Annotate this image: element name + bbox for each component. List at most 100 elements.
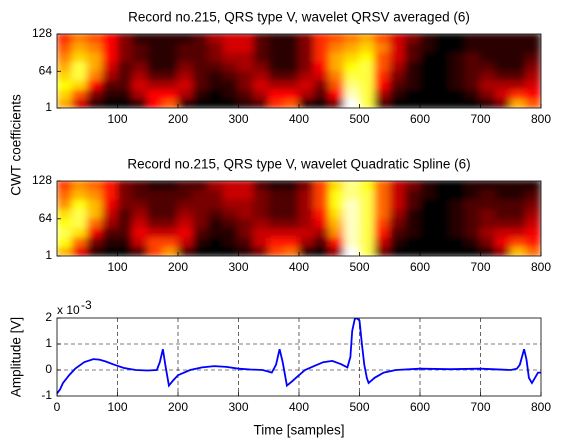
x-tick-label: 700: [470, 112, 490, 126]
heatmap-cell: [389, 98, 406, 108]
y-multiplier: x 10: [57, 303, 80, 317]
heatmap-cell: [298, 51, 315, 62]
heatmap-cell: [222, 181, 239, 191]
heatmap-cell: [419, 227, 436, 238]
heatmap-cell: [404, 246, 421, 256]
heatmap-cell: [57, 70, 73, 81]
heatmap-cell: [313, 51, 330, 62]
heatmap-cell: [389, 198, 406, 210]
heatmap-cell: [464, 181, 481, 191]
heatmap-cell: [86, 227, 103, 238]
heatmap-cell: [374, 246, 391, 256]
x-tick-label: 500: [349, 260, 369, 274]
x-tick-label: 0: [54, 400, 61, 414]
heatmap-cell: [268, 236, 285, 248]
heatmap-cell: [404, 34, 421, 44]
heatmap-cell: [207, 51, 224, 62]
heatmap-cell: [404, 51, 421, 62]
heatmap-cell: [253, 198, 270, 210]
heatmap-cell: [434, 208, 451, 219]
heatmap-cell: [480, 42, 497, 53]
heatmap-cell: [404, 198, 421, 210]
heatmap-cell: [101, 217, 118, 229]
heatmap-cell: [525, 181, 541, 191]
heatmap-cell: [480, 88, 497, 100]
heatmap-cell: [253, 246, 270, 256]
heatmap-cell: [359, 208, 376, 219]
heatmap-cell: [117, 189, 134, 200]
heatmap-cell: [132, 34, 149, 44]
heatmap-cell: [389, 70, 406, 81]
x-tick-label: 500: [349, 112, 369, 126]
heatmap-cell: [207, 189, 224, 200]
heatmap-cell: [313, 70, 330, 81]
heatmap-cell: [510, 60, 527, 72]
heatmap-cell: [404, 181, 421, 191]
heatmap-cell: [283, 70, 300, 81]
heatmap-cell: [132, 236, 149, 248]
heatmap-cell: [495, 189, 512, 200]
heatmap-cell: [328, 189, 345, 200]
heatmap-cell: [434, 198, 451, 210]
heatmap-cell: [147, 70, 164, 81]
heatmap-cell: [207, 70, 224, 81]
heatmap-cell: [343, 236, 360, 248]
heatmap-cell: [359, 189, 376, 200]
x-tick-label: 600: [410, 112, 430, 126]
heatmap-cell: [207, 98, 224, 108]
heatmap-cell: [464, 88, 481, 100]
heatmap-cell: [313, 227, 330, 238]
heatmap-cell: [419, 79, 436, 90]
heatmap-cell: [464, 246, 481, 256]
heatmap-cell: [238, 88, 255, 100]
heatmap-cell: [253, 208, 270, 219]
heatmap-cell: [207, 79, 224, 90]
heatmap-cell: [313, 246, 330, 256]
heatmap-cell: [117, 246, 134, 256]
heatmap-cell: [328, 208, 345, 219]
heatmap-cell: [525, 51, 541, 62]
heatmap-cell: [132, 42, 149, 53]
x-tick-label: 200: [168, 112, 188, 126]
y-axis-label: CWT coefficients: [9, 94, 24, 196]
heatmap-cell: [389, 208, 406, 219]
heatmap-cell: [177, 79, 194, 90]
heatmap-cell: [222, 208, 239, 219]
heatmap-cell: [419, 246, 436, 256]
heatmap-cell: [86, 70, 103, 81]
heatmap-cell: [238, 70, 255, 81]
heatmap-cell: [238, 42, 255, 53]
heatmap-cell: [57, 236, 73, 248]
heatmap-cell: [192, 42, 209, 53]
heatmap-cell: [132, 227, 149, 238]
heatmap-cell: [57, 60, 73, 72]
heatmap-cell: [343, 60, 360, 72]
heatmap-cell: [86, 42, 103, 53]
heatmap-cell: [480, 51, 497, 62]
heatmap-cell: [464, 198, 481, 210]
heatmap-cell: [268, 34, 285, 44]
heatmap-cell: [177, 236, 194, 248]
heatmap-cell: [419, 236, 436, 248]
heatmap-cell: [464, 217, 481, 229]
heatmap-cell: [207, 217, 224, 229]
heatmap-cell: [192, 198, 209, 210]
heatmap-cell: [374, 198, 391, 210]
heatmap-cell: [192, 51, 209, 62]
heatmap-cell: [101, 51, 118, 62]
heatmap-cell: [480, 246, 497, 256]
heatmap-cell: [343, 227, 360, 238]
heatmap-cell: [525, 70, 541, 81]
heatmap-cell: [147, 217, 164, 229]
heatmap-cell: [495, 227, 512, 238]
heatmap-cell: [71, 236, 88, 248]
heatmap-cell: [313, 42, 330, 53]
heatmap-cell: [253, 217, 270, 229]
heatmap-cell: [449, 51, 466, 62]
heatmap-cell: [283, 198, 300, 210]
heatmap-cell: [434, 181, 451, 191]
heatmap-cell: [57, 227, 73, 238]
heatmap-cell: [222, 51, 239, 62]
heatmap-cell: [495, 51, 512, 62]
